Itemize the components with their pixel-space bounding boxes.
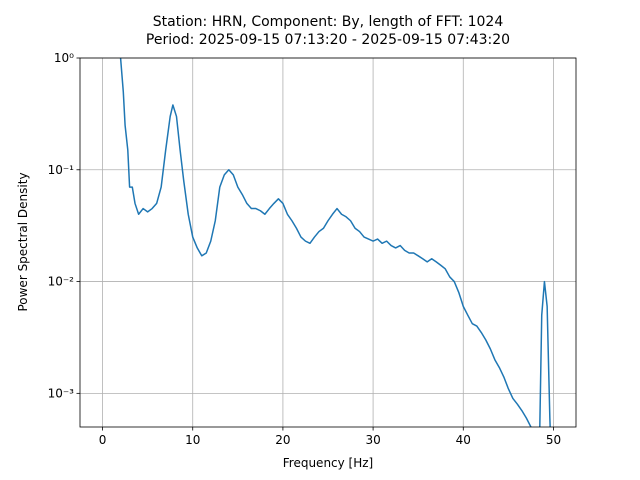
data-line bbox=[119, 58, 551, 427]
chart-title: Station: HRN, Component: By, length of F… bbox=[153, 14, 504, 30]
x-tick-label: 50 bbox=[546, 433, 561, 447]
x-tick-label: 10 bbox=[185, 433, 200, 447]
axes-frame bbox=[79, 57, 577, 428]
y-tick-label: 10⁻² bbox=[48, 275, 75, 289]
y-axis-label: Power Spectral Density bbox=[16, 172, 30, 311]
x-tick-label: 30 bbox=[365, 433, 380, 447]
x-tick-label: 40 bbox=[456, 433, 471, 447]
x-axis-label: Frequency [Hz] bbox=[283, 456, 374, 470]
chart-subtitle: Period: 2025-09-15 07:13:20 - 2025-09-15… bbox=[146, 32, 510, 48]
y-tick-label: 10⁻¹ bbox=[48, 163, 75, 177]
y-tick-label: 10⁰ bbox=[54, 51, 74, 65]
plot-area bbox=[119, 58, 551, 427]
x-tick-label: 20 bbox=[275, 433, 290, 447]
y-tick-label: 10⁻³ bbox=[48, 386, 75, 400]
x-tick-label: 0 bbox=[99, 433, 107, 447]
